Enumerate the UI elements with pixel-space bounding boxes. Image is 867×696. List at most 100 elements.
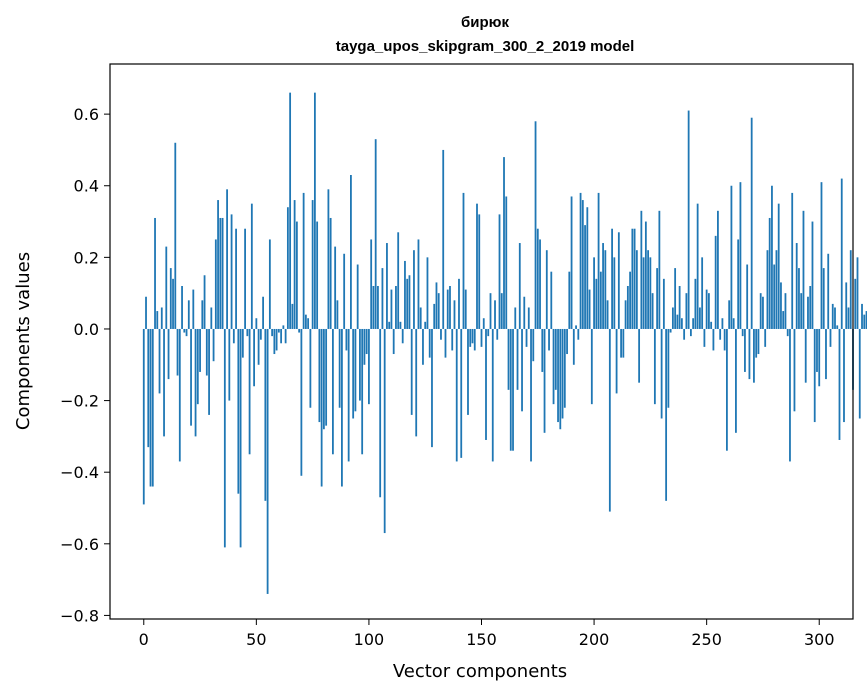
bar-153 (487, 328, 490, 337)
bar-267 (744, 328, 746, 372)
bar-141 (460, 328, 463, 458)
bar-10 (165, 246, 168, 329)
bar-172 (530, 328, 532, 462)
bar-71 (302, 192, 305, 329)
bar-124 (422, 328, 424, 365)
bar-184 (557, 328, 559, 423)
bar-229 (658, 210, 661, 329)
bar-254 (714, 235, 717, 329)
bar-139 (455, 328, 458, 462)
bar-55 (266, 328, 269, 594)
bar-194 (579, 192, 582, 329)
bar-238 (678, 286, 681, 329)
bar-33 (217, 200, 219, 329)
bar-294 (804, 328, 807, 383)
bar-44 (241, 328, 244, 358)
bar-21 (190, 328, 192, 426)
bar-281 (775, 250, 778, 329)
bar-85 (334, 246, 337, 329)
bar-77 (316, 221, 319, 329)
bar-187 (563, 328, 566, 408)
bar-295 (807, 296, 809, 329)
bar-215 (626, 286, 629, 329)
bar-90 (345, 328, 348, 351)
bar-138 (453, 300, 456, 329)
bar-52 (259, 328, 262, 340)
bar-275 (762, 296, 764, 329)
bar-18 (183, 328, 186, 333)
bar-192 (575, 325, 577, 329)
bar-16 (178, 328, 181, 462)
bar-157 (496, 328, 499, 340)
bar-79 (320, 328, 323, 487)
bar-63 (284, 328, 287, 344)
bar-265 (739, 182, 742, 329)
bar-235 (671, 307, 674, 329)
bar-91 (347, 328, 350, 462)
y-tick-label: −0.6 (60, 535, 99, 554)
bar-190 (570, 196, 573, 329)
bar-92 (350, 175, 352, 329)
bar-243 (689, 328, 692, 337)
bar-300 (818, 328, 821, 387)
bar-246 (696, 203, 699, 329)
bar-80 (322, 328, 325, 430)
bar-227 (653, 328, 656, 405)
bar-50 (255, 318, 258, 329)
bar-93 (352, 328, 355, 419)
bar-66 (291, 303, 294, 329)
bar-4 (151, 328, 154, 487)
bar-26 (201, 300, 204, 329)
bar-282 (777, 203, 780, 329)
bar-109 (388, 321, 391, 329)
bar-225 (649, 257, 652, 329)
bar-162 (507, 328, 510, 390)
bar-95 (356, 264, 359, 329)
bar-122 (417, 239, 420, 329)
bar-164 (512, 328, 514, 451)
bar-70 (300, 328, 303, 476)
bar-46 (246, 328, 249, 337)
bar-107 (383, 328, 386, 534)
bar-178 (543, 328, 546, 433)
bar-258 (723, 328, 726, 351)
bar-188 (566, 328, 568, 355)
bar-155 (491, 328, 494, 462)
bar-25 (199, 328, 201, 372)
bar-45 (244, 228, 246, 329)
bar-94 (354, 328, 357, 412)
bar-30 (210, 307, 213, 329)
x-tick-label: 150 (466, 630, 497, 649)
bar-216 (629, 271, 631, 329)
bar-115 (401, 328, 404, 344)
bar-88 (341, 328, 343, 487)
bar-82 (327, 189, 330, 329)
bar-136 (449, 286, 451, 329)
bar-5 (154, 217, 156, 329)
bar-232 (665, 328, 668, 501)
bar-198 (588, 289, 591, 329)
bar-169 (523, 296, 526, 329)
bar-140 (458, 278, 460, 329)
bar-287 (789, 328, 791, 462)
bar-209 (613, 257, 616, 329)
bar-76 (313, 92, 316, 329)
bar-159 (500, 293, 503, 329)
bar-0 (142, 328, 145, 505)
bar-7 (158, 328, 161, 394)
bar-112 (395, 286, 397, 329)
bar-182 (552, 328, 555, 405)
bar-32 (214, 239, 217, 329)
bar-186 (561, 328, 564, 419)
bar-113 (397, 232, 400, 329)
bar-163 (509, 328, 512, 451)
bar-193 (577, 328, 580, 340)
bar-261 (730, 185, 733, 329)
bar-311 (843, 328, 845, 423)
bar-128 (431, 328, 433, 448)
bar-143 (464, 289, 467, 329)
bar-158 (498, 214, 501, 329)
bar-317 (856, 257, 859, 329)
bar-303 (825, 328, 827, 380)
bar-259 (726, 328, 728, 451)
